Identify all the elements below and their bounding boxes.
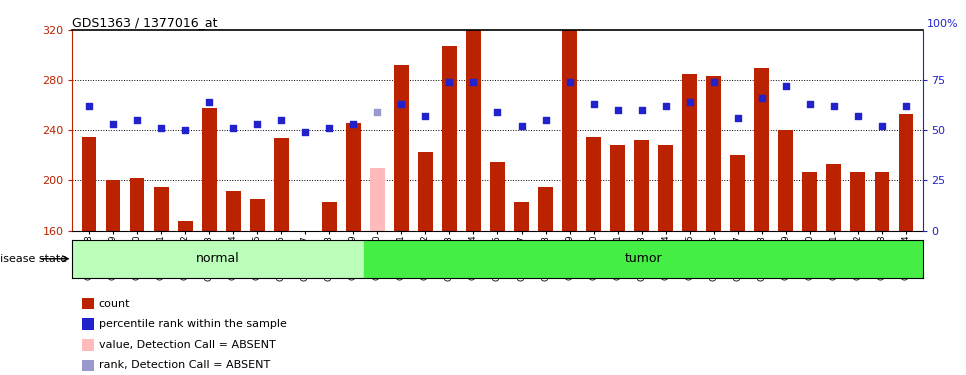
Bar — [659, 146, 672, 231]
Bar — [682, 74, 696, 231]
Bar — [874, 172, 889, 231]
Point — [394, 101, 410, 107]
Bar — [827, 164, 840, 231]
Point — [562, 79, 578, 85]
Point — [81, 103, 97, 109]
Point — [538, 117, 554, 123]
Bar — [394, 65, 409, 231]
Text: rank, Detection Call = ABSENT: rank, Detection Call = ABSENT — [99, 360, 270, 370]
Point — [202, 99, 217, 105]
Bar — [82, 136, 97, 231]
Bar — [730, 155, 745, 231]
Bar — [467, 30, 481, 231]
Point — [778, 83, 793, 89]
Text: tumor: tumor — [624, 252, 662, 265]
Point — [585, 101, 601, 107]
Bar — [274, 138, 289, 231]
Bar — [491, 162, 504, 231]
Bar — [364, 240, 923, 278]
Point — [610, 107, 625, 113]
Bar — [72, 240, 364, 278]
Point — [466, 79, 481, 85]
Point — [226, 125, 242, 131]
Point — [658, 103, 673, 109]
Point — [273, 117, 289, 123]
Bar — [442, 46, 457, 231]
Bar — [754, 68, 769, 231]
Point — [129, 117, 145, 123]
Bar — [635, 140, 649, 231]
Bar — [850, 172, 865, 231]
Point — [322, 125, 337, 131]
Bar — [898, 114, 913, 231]
Bar — [178, 220, 192, 231]
Bar — [706, 76, 721, 231]
Text: 100%: 100% — [926, 19, 958, 28]
Point — [634, 107, 649, 113]
Bar — [106, 180, 121, 231]
Point — [154, 125, 169, 131]
Text: percentile rank within the sample: percentile rank within the sample — [99, 319, 286, 329]
Point — [898, 103, 914, 109]
Point — [441, 79, 457, 85]
Point — [370, 109, 385, 115]
Point — [346, 121, 361, 127]
Text: count: count — [99, 298, 130, 309]
Text: disease state: disease state — [0, 254, 68, 264]
Point — [874, 123, 890, 129]
Point — [802, 101, 817, 107]
Bar — [418, 152, 433, 231]
Bar — [202, 108, 216, 231]
Text: GDS1363 / 1377016_at: GDS1363 / 1377016_at — [72, 16, 218, 29]
Point — [178, 128, 193, 134]
Point — [514, 123, 529, 129]
Point — [105, 121, 121, 127]
Bar — [155, 187, 168, 231]
Point — [706, 79, 722, 85]
Bar — [562, 30, 577, 231]
Point — [249, 121, 265, 127]
Point — [730, 115, 746, 121]
Bar — [346, 123, 360, 231]
Text: value, Detection Call = ABSENT: value, Detection Call = ABSENT — [99, 340, 275, 350]
Bar — [803, 172, 817, 231]
Point — [850, 113, 866, 119]
Point — [753, 95, 769, 101]
Bar — [130, 178, 145, 231]
Bar — [323, 202, 336, 231]
Bar — [586, 136, 601, 231]
Bar — [370, 168, 384, 231]
Bar — [250, 199, 265, 231]
Bar — [779, 130, 793, 231]
Point — [417, 113, 433, 119]
Point — [826, 103, 841, 109]
Bar — [611, 146, 625, 231]
Text: normal: normal — [196, 252, 241, 265]
Bar — [538, 187, 553, 231]
Bar — [226, 190, 241, 231]
Bar — [514, 202, 528, 231]
Point — [682, 99, 697, 105]
Point — [490, 109, 505, 115]
Point — [298, 129, 313, 135]
